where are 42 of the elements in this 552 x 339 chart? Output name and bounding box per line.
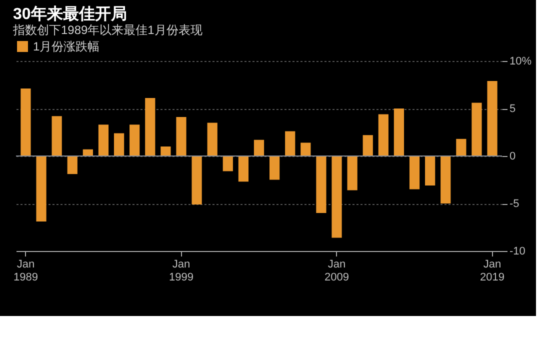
y-tick-label: 0 [510,150,516,162]
bar [332,156,342,238]
chart-subtitle: 指数创下1989年以来最佳1月份表现 [12,23,202,37]
bar [254,140,264,156]
bar [67,156,78,174]
bar [238,156,248,182]
bar [20,88,31,156]
bar [207,122,218,156]
y-tick-label: 5 [510,103,516,115]
bar [192,156,202,204]
bar [98,124,109,156]
bar [409,156,420,190]
bar [52,116,62,156]
y-tick-label: -10 [510,246,526,258]
bar [145,98,156,156]
bar [316,156,326,213]
bar [472,102,482,156]
bar [456,138,466,156]
bar [425,156,436,186]
bar [394,108,404,156]
chart-title: 30年来最佳开局 [12,5,127,23]
x-tick-label: Jan 2019 [480,258,505,284]
bar [114,133,124,156]
bar [130,124,140,156]
bar [270,156,280,180]
bar [487,80,498,156]
x-tick-label: Jan 1989 [13,258,38,284]
x-tick-label: Jan 1999 [169,258,194,284]
x-tick-label: Jan 2009 [324,258,349,284]
bar [362,135,373,156]
y-tick-label: -5 [510,198,520,210]
bar [160,146,171,156]
bar [440,156,451,204]
bar [347,156,358,190]
legend-label: 1月份涨跌幅 [33,40,100,54]
bar [36,156,46,222]
bar [176,117,186,156]
bar [222,156,233,172]
y-tick-label: 10% [510,56,532,68]
bar [285,131,296,156]
bar [300,142,311,156]
bar [378,114,388,156]
